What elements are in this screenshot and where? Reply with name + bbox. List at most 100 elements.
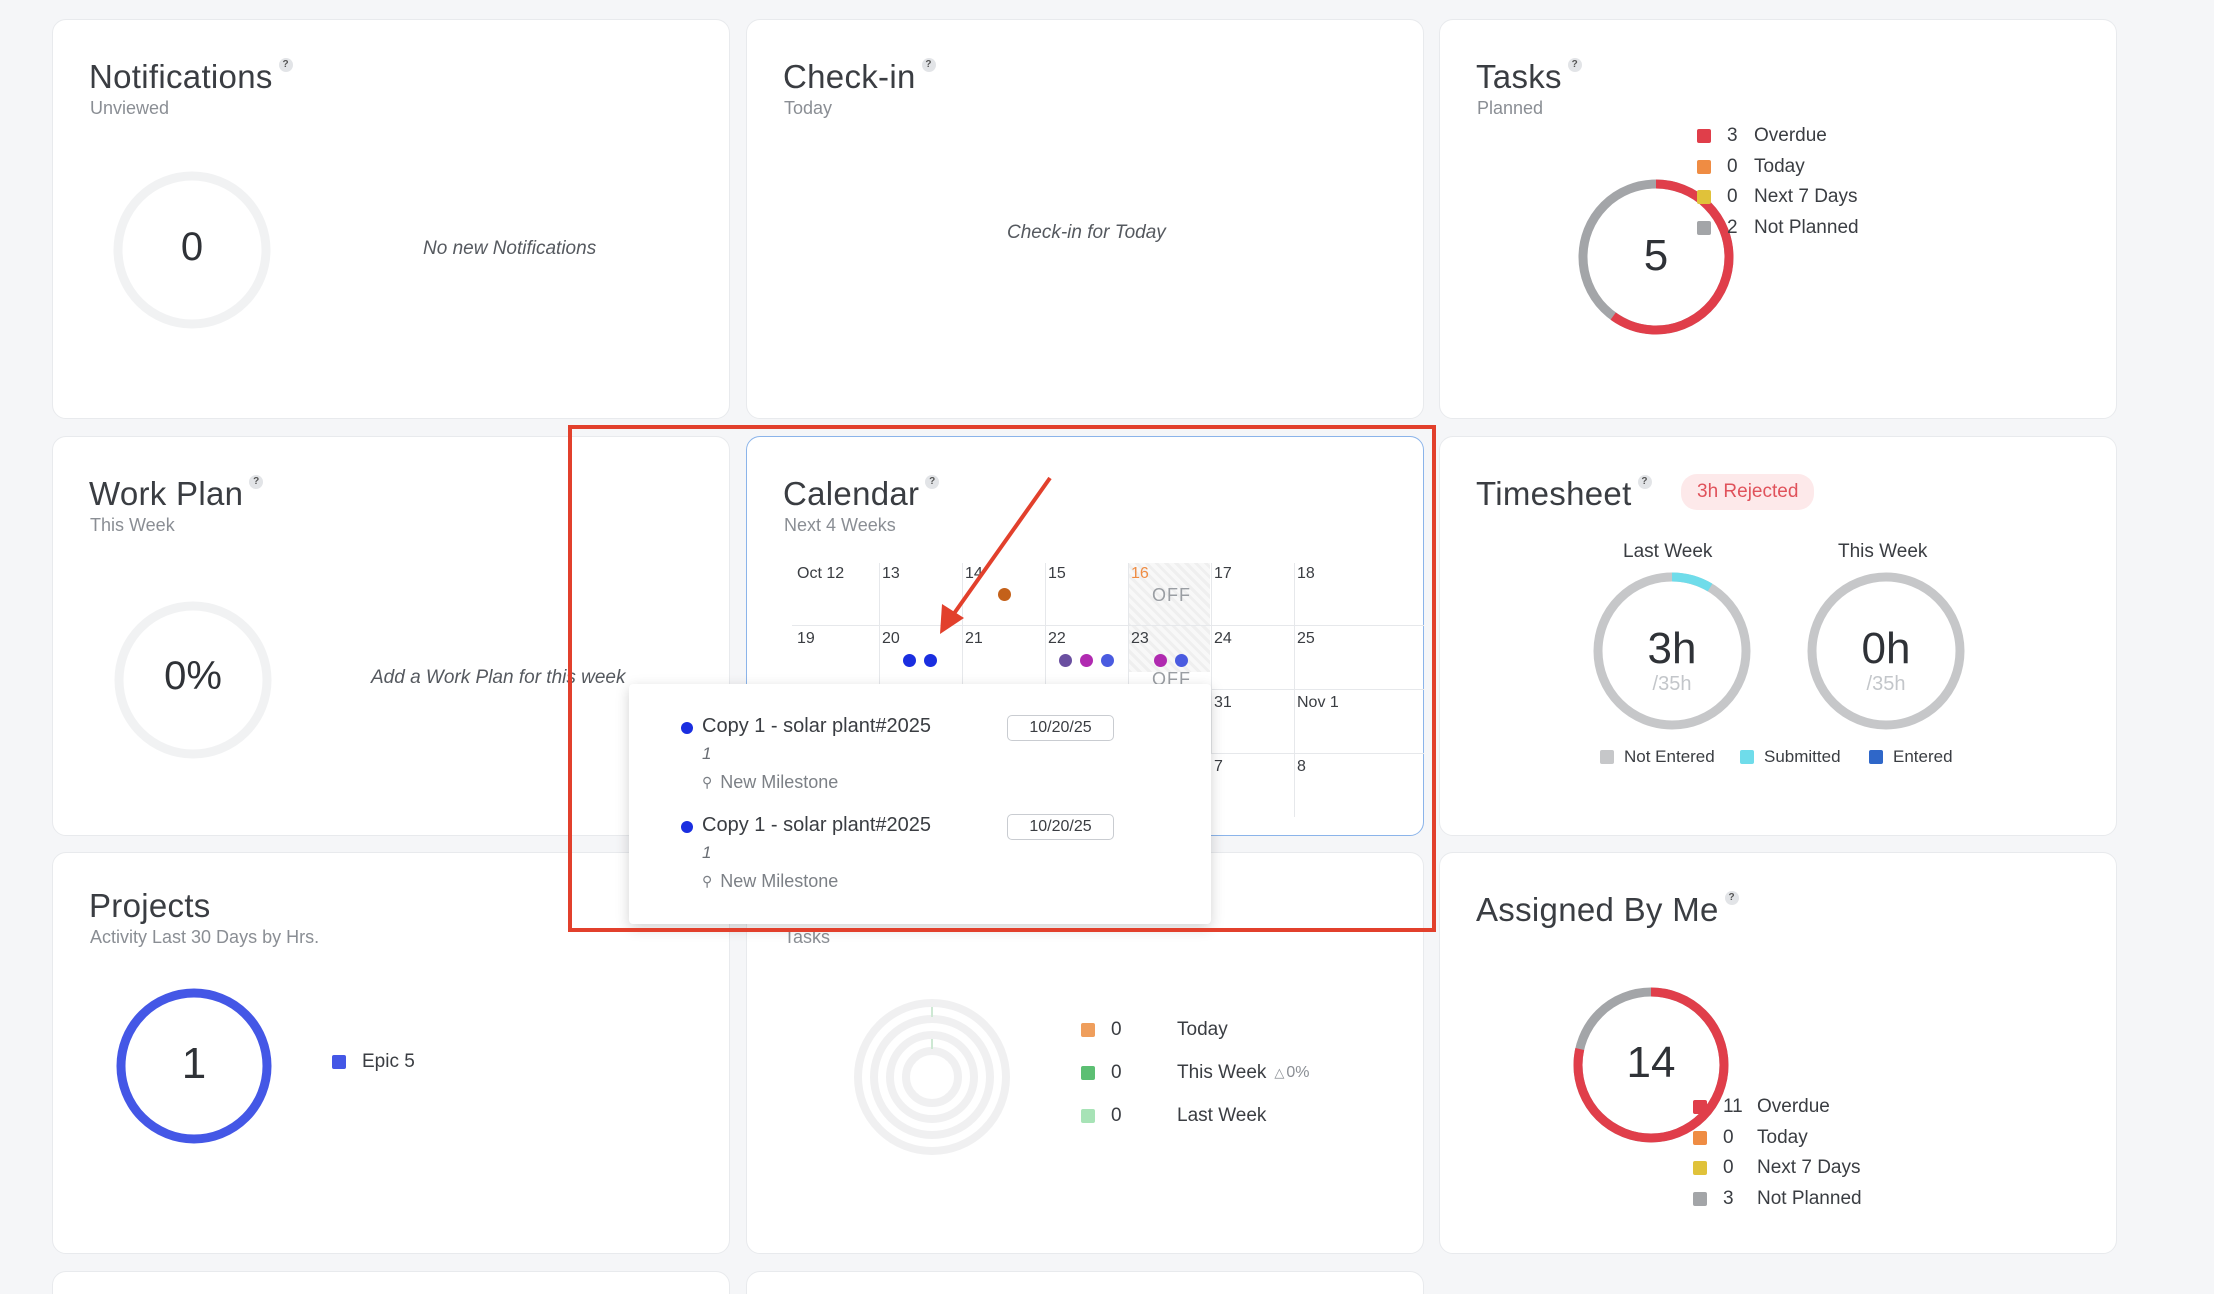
calendar-event-dot[interactable] (924, 654, 937, 667)
calendar-subtitle: Next 4 Weeks (784, 515, 896, 535)
legend-count: 11 (1723, 1096, 1743, 1117)
trend-up-icon: △ (1274, 1065, 1285, 1080)
help-icon[interactable]: ? (1637, 475, 1652, 489)
help-icon[interactable]: ? (921, 58, 936, 72)
calendar-grid-line (1045, 563, 1046, 753)
legend-overdue[interactable]: 11 Overdue (1693, 1096, 1830, 1118)
calendar-day[interactable]: 13 (882, 565, 900, 582)
annotation-highlight-box (568, 425, 1436, 932)
notifications-card[interactable]: Notifications? Unviewed 0 No new Notific… (52, 19, 730, 419)
help-icon[interactable]: ? (1724, 891, 1739, 905)
calendar-event-dot[interactable] (998, 588, 1011, 601)
legend-count: 0 (1727, 186, 1738, 207)
legend-label: Overdue (1757, 1096, 1830, 1117)
calendar-off-cell (1128, 626, 1210, 672)
calendar-day-today[interactable]: 16 (1131, 565, 1149, 582)
checkin-subtitle: Today (784, 98, 833, 118)
timesheet-legend-entered: Entered (1869, 747, 1953, 767)
calendar-day[interactable]: 15 (1048, 565, 1066, 582)
calendar-day[interactable]: Oct 12 (797, 565, 845, 582)
assigned-card[interactable]: Assigned By Me? 14 11 Overdue 0 Today 0 Next … (1439, 852, 2117, 1254)
calendar-day[interactable]: 23 (1131, 630, 1149, 647)
milestone-pin-icon: ⚲ (702, 774, 713, 790)
legend-swatch (1693, 1130, 1707, 1145)
calendar-day[interactable]: 25 (1297, 630, 1315, 647)
timesheet-legend-submitted: Submitted (1740, 747, 1841, 767)
checkin-card[interactable]: Check-in? Today Check-in for Today (746, 19, 1424, 419)
calendar-event-popup: Copy 1 - solar plant#2025 10/20/25 1 ⚲ Ne… (629, 684, 1211, 924)
timesheet-legend-not-entered: Not Entered (1600, 747, 1715, 767)
legend-count: 3 (1727, 125, 1738, 146)
team-tasks-subtitle: Tasks (784, 927, 831, 947)
event-sub: 1 (702, 843, 712, 862)
legend-count: 2 (1727, 216, 1738, 238)
calendar-grid-line (1128, 563, 1129, 753)
calendar-event-dot[interactable] (903, 654, 916, 667)
rejected-badge[interactable]: 3h Rejected (1681, 474, 1815, 510)
calendar-day[interactable]: 18 (1297, 565, 1315, 582)
calendar-event-dot[interactable] (1059, 654, 1072, 667)
calendar-day[interactable]: 21 (965, 630, 983, 647)
calendar-grid-line (879, 563, 880, 753)
calendar-event-dot[interactable] (1101, 654, 1114, 667)
last-week-hours: 3h (1647, 624, 1697, 673)
legend-count: 3 (1723, 1187, 1734, 1209)
calendar-off-label: OFF (1152, 585, 1191, 605)
workplan-card[interactable]: Work Plan? This Week 0% Add a Work Plan … (52, 436, 730, 836)
last-week-ring (1593, 572, 1751, 730)
calendar-event-dot[interactable] (1154, 654, 1167, 667)
calendar-day[interactable]: Nov 1 (1297, 694, 1339, 711)
help-icon[interactable]: ? (249, 475, 264, 489)
legend-today[interactable]: 0 Today (1693, 1127, 1808, 1149)
last-week-total: /35h (1652, 673, 1692, 695)
assigned-title: Assigned By Me? (1476, 891, 1739, 929)
legend-next-7-days[interactable]: 0 Next 7 Days (1697, 186, 1857, 208)
calendar-grid-line (1211, 563, 1212, 753)
assigned-donut (1573, 987, 1729, 1143)
last-week-label: Last Week (1623, 541, 1713, 562)
help-icon[interactable]: ? (278, 58, 293, 72)
checkin-empty-text[interactable]: Check-in for Today (1007, 222, 1166, 243)
help-icon[interactable]: ? (925, 475, 940, 489)
event-milestone: ⚲ New Milestone (702, 871, 839, 891)
calendar-event-dot[interactable] (1080, 654, 1093, 667)
projects-subtitle: Activity Last 30 Days by Hrs. (90, 927, 320, 947)
this-week-total: /35h (1866, 673, 1906, 695)
calendar-day[interactable]: 19 (797, 630, 815, 647)
timesheet-card[interactable]: Timesheet? 3h Rejected Last Week 3h /35h… (1439, 436, 2117, 836)
assigned-count: 14 (1626, 1038, 1676, 1087)
workplan-percent: 0% (164, 654, 222, 698)
event-title[interactable]: Copy 1 - solar plant#2025 (702, 715, 932, 737)
legend-label: Overdue (1754, 125, 1827, 146)
notifications-count: 0 (180, 225, 204, 269)
tasks-card[interactable]: Tasks? Planned 5 3 Overdue 0 Today 0 Next 7 D… (1439, 19, 2117, 419)
help-icon[interactable]: ? (1567, 58, 1582, 72)
legend-label: Next 7 Days (1754, 186, 1858, 207)
projects-legend-epic-5[interactable]: Epic 5 (332, 1051, 415, 1073)
notifications-empty-text: No new Notifications (423, 238, 597, 259)
event-color-dot (681, 821, 693, 833)
legend-today[interactable]: 0 Today (1697, 156, 1805, 178)
calendar-day[interactable]: 24 (1214, 630, 1232, 647)
calendar-day[interactable]: 31 (1214, 694, 1232, 711)
legend-next-7-days[interactable]: 0 Next 7 Days (1693, 1157, 1860, 1179)
calendar-day[interactable]: 17 (1214, 565, 1232, 582)
checkin-title: Check-in? (783, 58, 936, 96)
projects-card[interactable]: Projects Activity Last 30 Days by Hrs. 1… (52, 852, 730, 1254)
legend-not-planned[interactable]: 2 Not Planned (1697, 217, 1859, 239)
workplan-ring (114, 601, 272, 759)
calendar-day[interactable]: 7 (1214, 758, 1223, 775)
legend-swatch (1693, 1100, 1707, 1114)
calendar-day[interactable]: 8 (1297, 758, 1306, 775)
projects-title: Projects (89, 887, 211, 924)
legend-not-planned[interactable]: 3 Not Planned (1693, 1188, 1862, 1210)
workplan-title: Work Plan? (89, 475, 264, 513)
calendar-day[interactable]: 22 (1048, 630, 1066, 647)
legend-count: 0 (1723, 1157, 1734, 1178)
event-title[interactable]: Copy 1 - solar plant#2025 (702, 814, 932, 836)
legend-overdue[interactable]: 3 Overdue (1697, 125, 1827, 147)
workplan-empty-text[interactable]: Add a Work Plan for this week (371, 667, 626, 688)
calendar-day[interactable]: 20 (882, 630, 900, 647)
team-tasks-legend-today: 0 Today (1081, 1019, 1228, 1041)
calendar-event-dot[interactable] (1175, 654, 1188, 667)
